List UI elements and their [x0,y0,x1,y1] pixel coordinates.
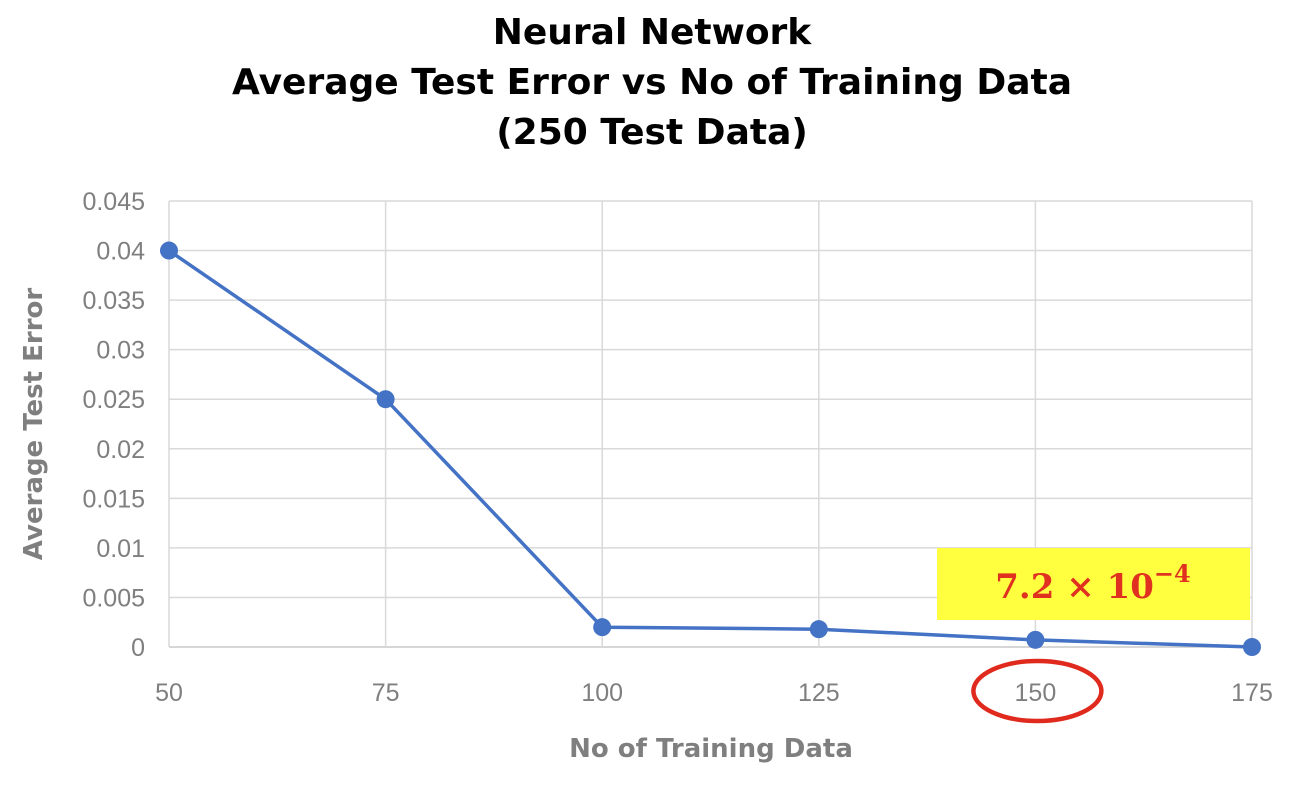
x-tick-label: 50 [155,679,183,707]
x-tick-label: 150 [1015,679,1057,707]
y-tick-label: 0 [131,634,145,662]
y-tick-label: 0.035 [82,287,145,315]
data-point [593,618,612,637]
chart-title: Neural Network Average Test Error vs No … [0,8,1304,158]
data-point [1243,638,1261,656]
y-tick-label: 0.02 [96,436,145,464]
series-polyline [168,249,1253,649]
y-tick-labels: 0 0.005 0.01 0.015 0.02 0.025 0.03 0.035 0.04 0.0… [82,188,145,662]
chart-title-line-3: (250 Test Data) [496,112,808,153]
data-point [160,241,178,260]
annotation: 7.2 × 10−4 [937,548,1250,724]
annotation-text-base: 7.2 × 10 [995,567,1154,607]
data-point [376,390,395,409]
annotation-circle [971,658,1104,724]
data-point [809,620,828,639]
y-axis-label: Average Test Error [19,288,49,561]
y-tick-label: 0.015 [82,485,145,513]
annotation-highlight [937,548,1250,620]
x-tick-label: 175 [1231,679,1273,707]
x-tick-labels: 50 75 100 125 150 175 [155,679,1273,707]
annotation-text-exponent: −4 [1154,559,1191,588]
x-tick-label: 125 [798,679,840,707]
y-tick-label: 0.045 [82,188,145,216]
x-tick-label: 100 [581,679,623,707]
x-tick-label: 75 [372,679,400,707]
data-point [1026,630,1045,649]
series-line [168,249,1253,649]
chart-title-line-1: Neural Network [492,12,812,53]
y-tick-label: 0.025 [82,386,145,414]
y-tick-label: 0.04 [96,238,145,266]
grid-lines [168,200,1253,648]
chart-title-line-2: Average Test Error vs No of Training Dat… [231,62,1073,103]
x-axis-label: No of Training Data [569,734,853,764]
y-tick-label: 0.005 [82,584,145,612]
y-tick-label: 0.03 [96,337,145,365]
data-points [160,241,1261,656]
y-tick-label: 0.01 [96,535,145,563]
annotation-text: 7.2 × 10−4 [995,559,1190,607]
